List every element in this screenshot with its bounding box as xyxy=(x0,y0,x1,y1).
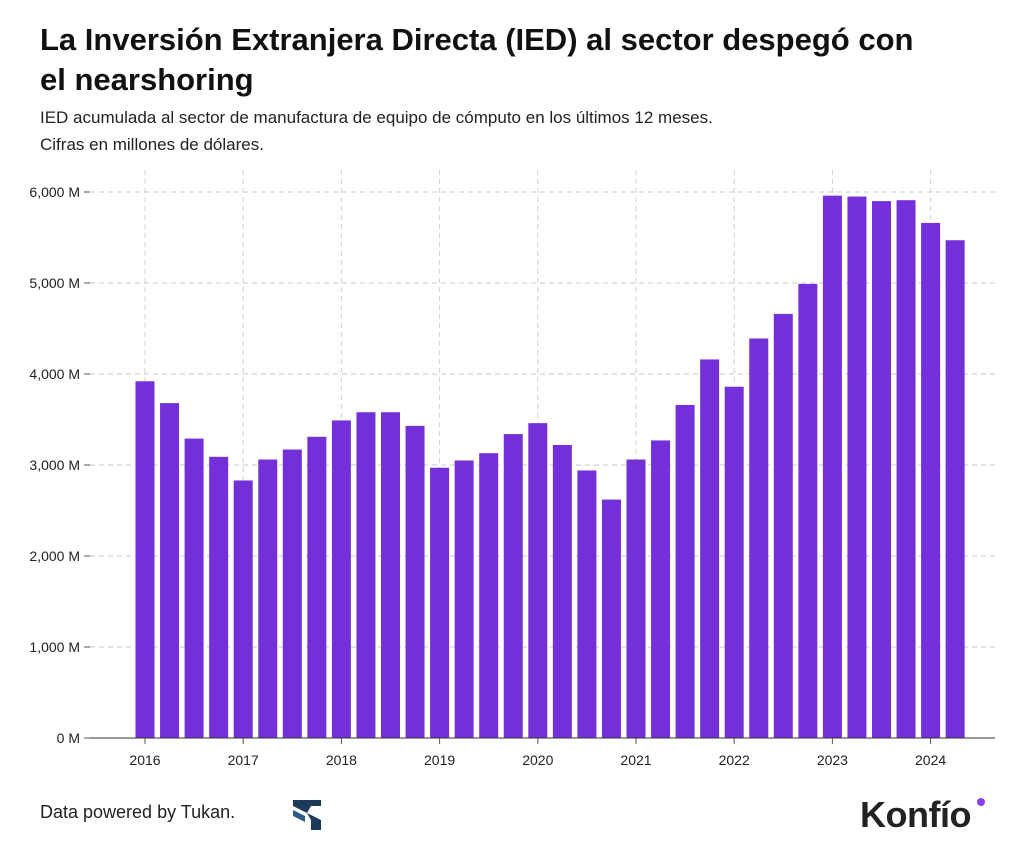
bar xyxy=(356,412,376,738)
y-tick-label: 2,000 M xyxy=(29,548,80,564)
bar xyxy=(798,283,818,738)
konfio-logo-dot xyxy=(977,798,985,806)
x-tick-label: 2018 xyxy=(326,752,357,768)
y-axis: 0 M 1,000 M 2,000 M 3,000 M 4,000 M 5,000 M 6,… xyxy=(29,184,90,746)
x-tick-label: 2016 xyxy=(129,752,160,768)
bar xyxy=(405,425,425,738)
tukan-logo-icon xyxy=(293,800,321,830)
bar xyxy=(945,240,965,739)
x-axis: 2016 2017 2018 2019 2020 2021 2022 2023 2024 xyxy=(90,737,995,768)
x-tick-label: 2023 xyxy=(817,752,848,768)
bar xyxy=(896,200,916,738)
bar xyxy=(258,459,278,738)
chart-title: La Inversión Extranjera Directa (IED) al… xyxy=(40,22,914,97)
bar-chart: 0 M 1,000 M 2,000 M 3,000 M 4,000 M 5,000 M 6,… xyxy=(29,170,995,768)
bar xyxy=(601,499,621,738)
bar xyxy=(331,420,351,738)
y-tick-label: 1,000 M xyxy=(29,639,80,655)
bar xyxy=(921,222,941,738)
bar xyxy=(675,404,695,738)
bar xyxy=(454,460,474,738)
y-tick-label: 3,000 M xyxy=(29,457,80,473)
x-tick-label: 2017 xyxy=(228,752,259,768)
bar xyxy=(307,436,327,738)
y-tick-label: 5,000 M xyxy=(29,275,80,291)
bar xyxy=(528,423,548,738)
bars xyxy=(135,195,965,739)
bar xyxy=(209,456,229,738)
bar xyxy=(552,444,572,738)
bar xyxy=(773,313,793,738)
chart-subtitle: IED acumulada al sector de manufactura d… xyxy=(40,104,940,158)
subtitle-line-2: Cifras en millones de dólares. xyxy=(40,135,264,154)
bar xyxy=(749,338,769,738)
bar xyxy=(651,440,671,738)
konfio-logo: Konfío xyxy=(860,794,971,835)
bar xyxy=(430,467,450,738)
x-tick-label: 2021 xyxy=(620,752,651,768)
bar xyxy=(700,359,720,738)
bar xyxy=(160,403,180,738)
bar xyxy=(381,412,400,738)
subtitle-line-1: IED acumulada al sector de manufactura d… xyxy=(40,108,713,127)
bar xyxy=(822,195,842,738)
bar xyxy=(577,470,597,738)
bar xyxy=(626,459,646,738)
x-tick-label: 2024 xyxy=(915,752,946,768)
bar xyxy=(847,196,867,739)
bar xyxy=(872,201,891,739)
bar xyxy=(724,386,744,738)
y-tick-label: 0 M xyxy=(57,730,80,746)
y-tick-label: 6,000 M xyxy=(29,184,80,200)
bar xyxy=(282,449,302,738)
bar xyxy=(479,453,499,738)
x-tick-label: 2022 xyxy=(719,752,750,768)
y-tick-label: 4,000 M xyxy=(29,366,80,382)
x-tick-label: 2019 xyxy=(424,752,455,768)
data-credit: Data powered by Tukan. xyxy=(40,802,236,822)
bar xyxy=(135,381,155,738)
bar xyxy=(503,434,523,738)
bar xyxy=(233,480,253,738)
bar xyxy=(184,438,204,738)
x-tick-label: 2020 xyxy=(522,752,553,768)
